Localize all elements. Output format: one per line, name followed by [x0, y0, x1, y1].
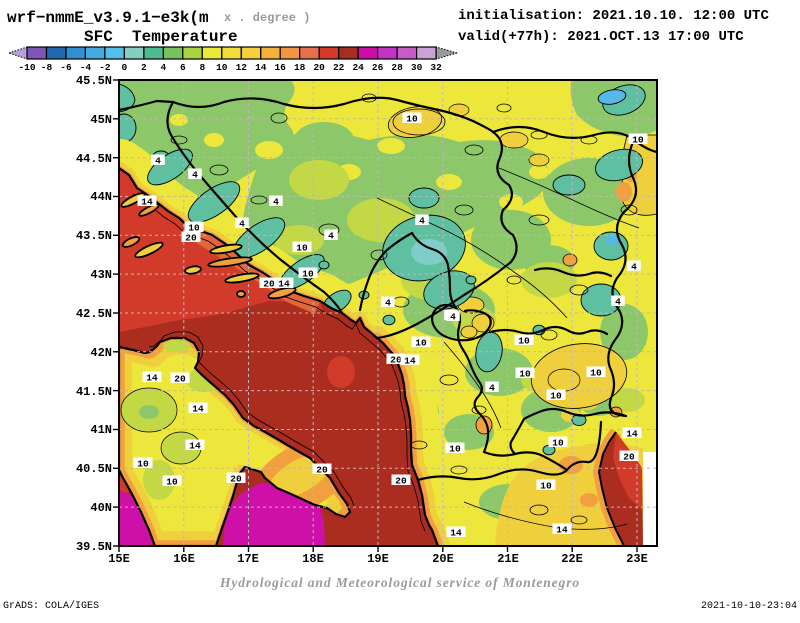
svg-text:20: 20	[230, 474, 242, 485]
svg-text:30: 30	[411, 62, 423, 73]
svg-text:32: 32	[430, 62, 442, 73]
svg-text:10: 10	[518, 336, 530, 347]
svg-text:4: 4	[273, 197, 279, 208]
svg-text:28: 28	[391, 62, 403, 73]
svg-text:10: 10	[540, 481, 552, 492]
svg-text:10: 10	[519, 369, 531, 380]
svg-text:42N: 42N	[90, 346, 112, 360]
svg-text:41.5N: 41.5N	[76, 385, 112, 399]
svg-text:10: 10	[188, 223, 200, 234]
svg-text:-2: -2	[99, 62, 111, 73]
svg-text:4: 4	[489, 383, 495, 394]
svg-text:12: 12	[236, 62, 248, 73]
svg-text:0: 0	[122, 62, 128, 73]
svg-text:wrf−nmmE_v3.9.1−e3k(m: wrf−nmmE_v3.9.1−e3k(m	[7, 9, 209, 27]
svg-text:4: 4	[192, 170, 198, 181]
svg-text:16: 16	[274, 62, 286, 73]
svg-text:41N: 41N	[90, 423, 112, 437]
svg-text:10: 10	[137, 459, 149, 470]
svg-text:18E: 18E	[302, 552, 324, 566]
svg-text:4: 4	[419, 216, 425, 227]
svg-text:GrADS: COLA/IGES: GrADS: COLA/IGES	[3, 600, 99, 612]
svg-text:14: 14	[404, 356, 416, 367]
svg-text:2021-10-10-23:04: 2021-10-10-23:04	[701, 601, 797, 612]
svg-text:20: 20	[185, 233, 197, 244]
svg-text:20: 20	[316, 465, 328, 476]
svg-text:20E: 20E	[432, 552, 454, 566]
svg-text:10: 10	[166, 477, 178, 488]
svg-text:22E: 22E	[561, 552, 583, 566]
svg-text:4: 4	[631, 262, 637, 273]
svg-text:Hydrological and Meteorologica: Hydrological and Meteorological service …	[219, 575, 580, 590]
svg-text:-6: -6	[60, 62, 72, 73]
svg-text:initialisation: 2021.10.10. 12: initialisation: 2021.10.10. 12:00 UTC	[458, 8, 769, 24]
svg-text:18: 18	[294, 62, 306, 73]
svg-text:-10: -10	[18, 62, 35, 73]
svg-text:23E: 23E	[626, 552, 648, 566]
svg-text:10: 10	[415, 338, 427, 349]
svg-text:4: 4	[239, 219, 245, 230]
svg-text:42.5N: 42.5N	[76, 307, 112, 321]
svg-text:22: 22	[333, 62, 345, 73]
svg-text:24: 24	[352, 62, 364, 73]
svg-text:-8: -8	[41, 62, 53, 73]
svg-text:8: 8	[199, 62, 205, 73]
svg-text:14: 14	[255, 62, 267, 73]
svg-text:20: 20	[390, 355, 402, 366]
svg-text:10: 10	[296, 243, 308, 254]
svg-text:14: 14	[450, 528, 462, 539]
svg-text:20: 20	[313, 62, 325, 73]
svg-text:4: 4	[161, 62, 167, 73]
svg-text:20: 20	[623, 452, 635, 463]
svg-text:17E: 17E	[237, 552, 259, 566]
svg-text:20: 20	[263, 279, 275, 290]
svg-text:40N: 40N	[90, 501, 112, 515]
svg-text:40.5N: 40.5N	[76, 462, 112, 476]
svg-text:14: 14	[141, 197, 153, 208]
svg-text:26: 26	[372, 62, 384, 73]
svg-text:21E: 21E	[497, 552, 519, 566]
svg-text:4: 4	[328, 231, 334, 242]
svg-text:4: 4	[615, 297, 621, 308]
svg-text:14: 14	[556, 525, 568, 536]
svg-text:19E: 19E	[367, 552, 389, 566]
svg-text:14: 14	[192, 404, 204, 415]
svg-text:10: 10	[216, 62, 228, 73]
svg-text:14: 14	[278, 279, 290, 290]
svg-text:10: 10	[449, 444, 461, 455]
svg-text:valid(+77h): 2021.OCT.13 17:00: valid(+77h): 2021.OCT.13 17:00 UTC	[458, 29, 744, 45]
svg-text:14: 14	[189, 441, 201, 452]
svg-text:10: 10	[302, 269, 314, 280]
svg-text:44.5N: 44.5N	[76, 152, 112, 166]
svg-text:20: 20	[395, 476, 407, 487]
svg-text:10: 10	[590, 368, 602, 379]
svg-text:10: 10	[406, 114, 418, 125]
svg-text:10: 10	[552, 438, 564, 449]
svg-text:45N: 45N	[90, 113, 112, 127]
svg-text:43.5N: 43.5N	[76, 229, 112, 243]
svg-text:2: 2	[141, 62, 147, 73]
svg-text:43N: 43N	[90, 268, 112, 282]
svg-text:44N: 44N	[90, 190, 112, 204]
svg-text:45.5N: 45.5N	[76, 74, 112, 88]
svg-text:x . degree ): x . degree )	[224, 11, 310, 25]
svg-text:-4: -4	[80, 62, 92, 73]
svg-text:14: 14	[146, 373, 158, 384]
svg-text:16E: 16E	[173, 552, 195, 566]
svg-text:SFC Temperature: SFC Temperature	[84, 28, 238, 46]
svg-text:10: 10	[550, 391, 562, 402]
svg-text:4: 4	[450, 312, 456, 323]
svg-text:39.5N: 39.5N	[76, 540, 112, 554]
svg-text:10: 10	[632, 135, 644, 146]
svg-text:4: 4	[385, 298, 391, 309]
svg-text:20: 20	[174, 374, 186, 385]
svg-text:6: 6	[180, 62, 186, 73]
svg-text:15E: 15E	[108, 552, 130, 566]
svg-text:4: 4	[155, 156, 161, 167]
svg-text:14: 14	[626, 429, 638, 440]
